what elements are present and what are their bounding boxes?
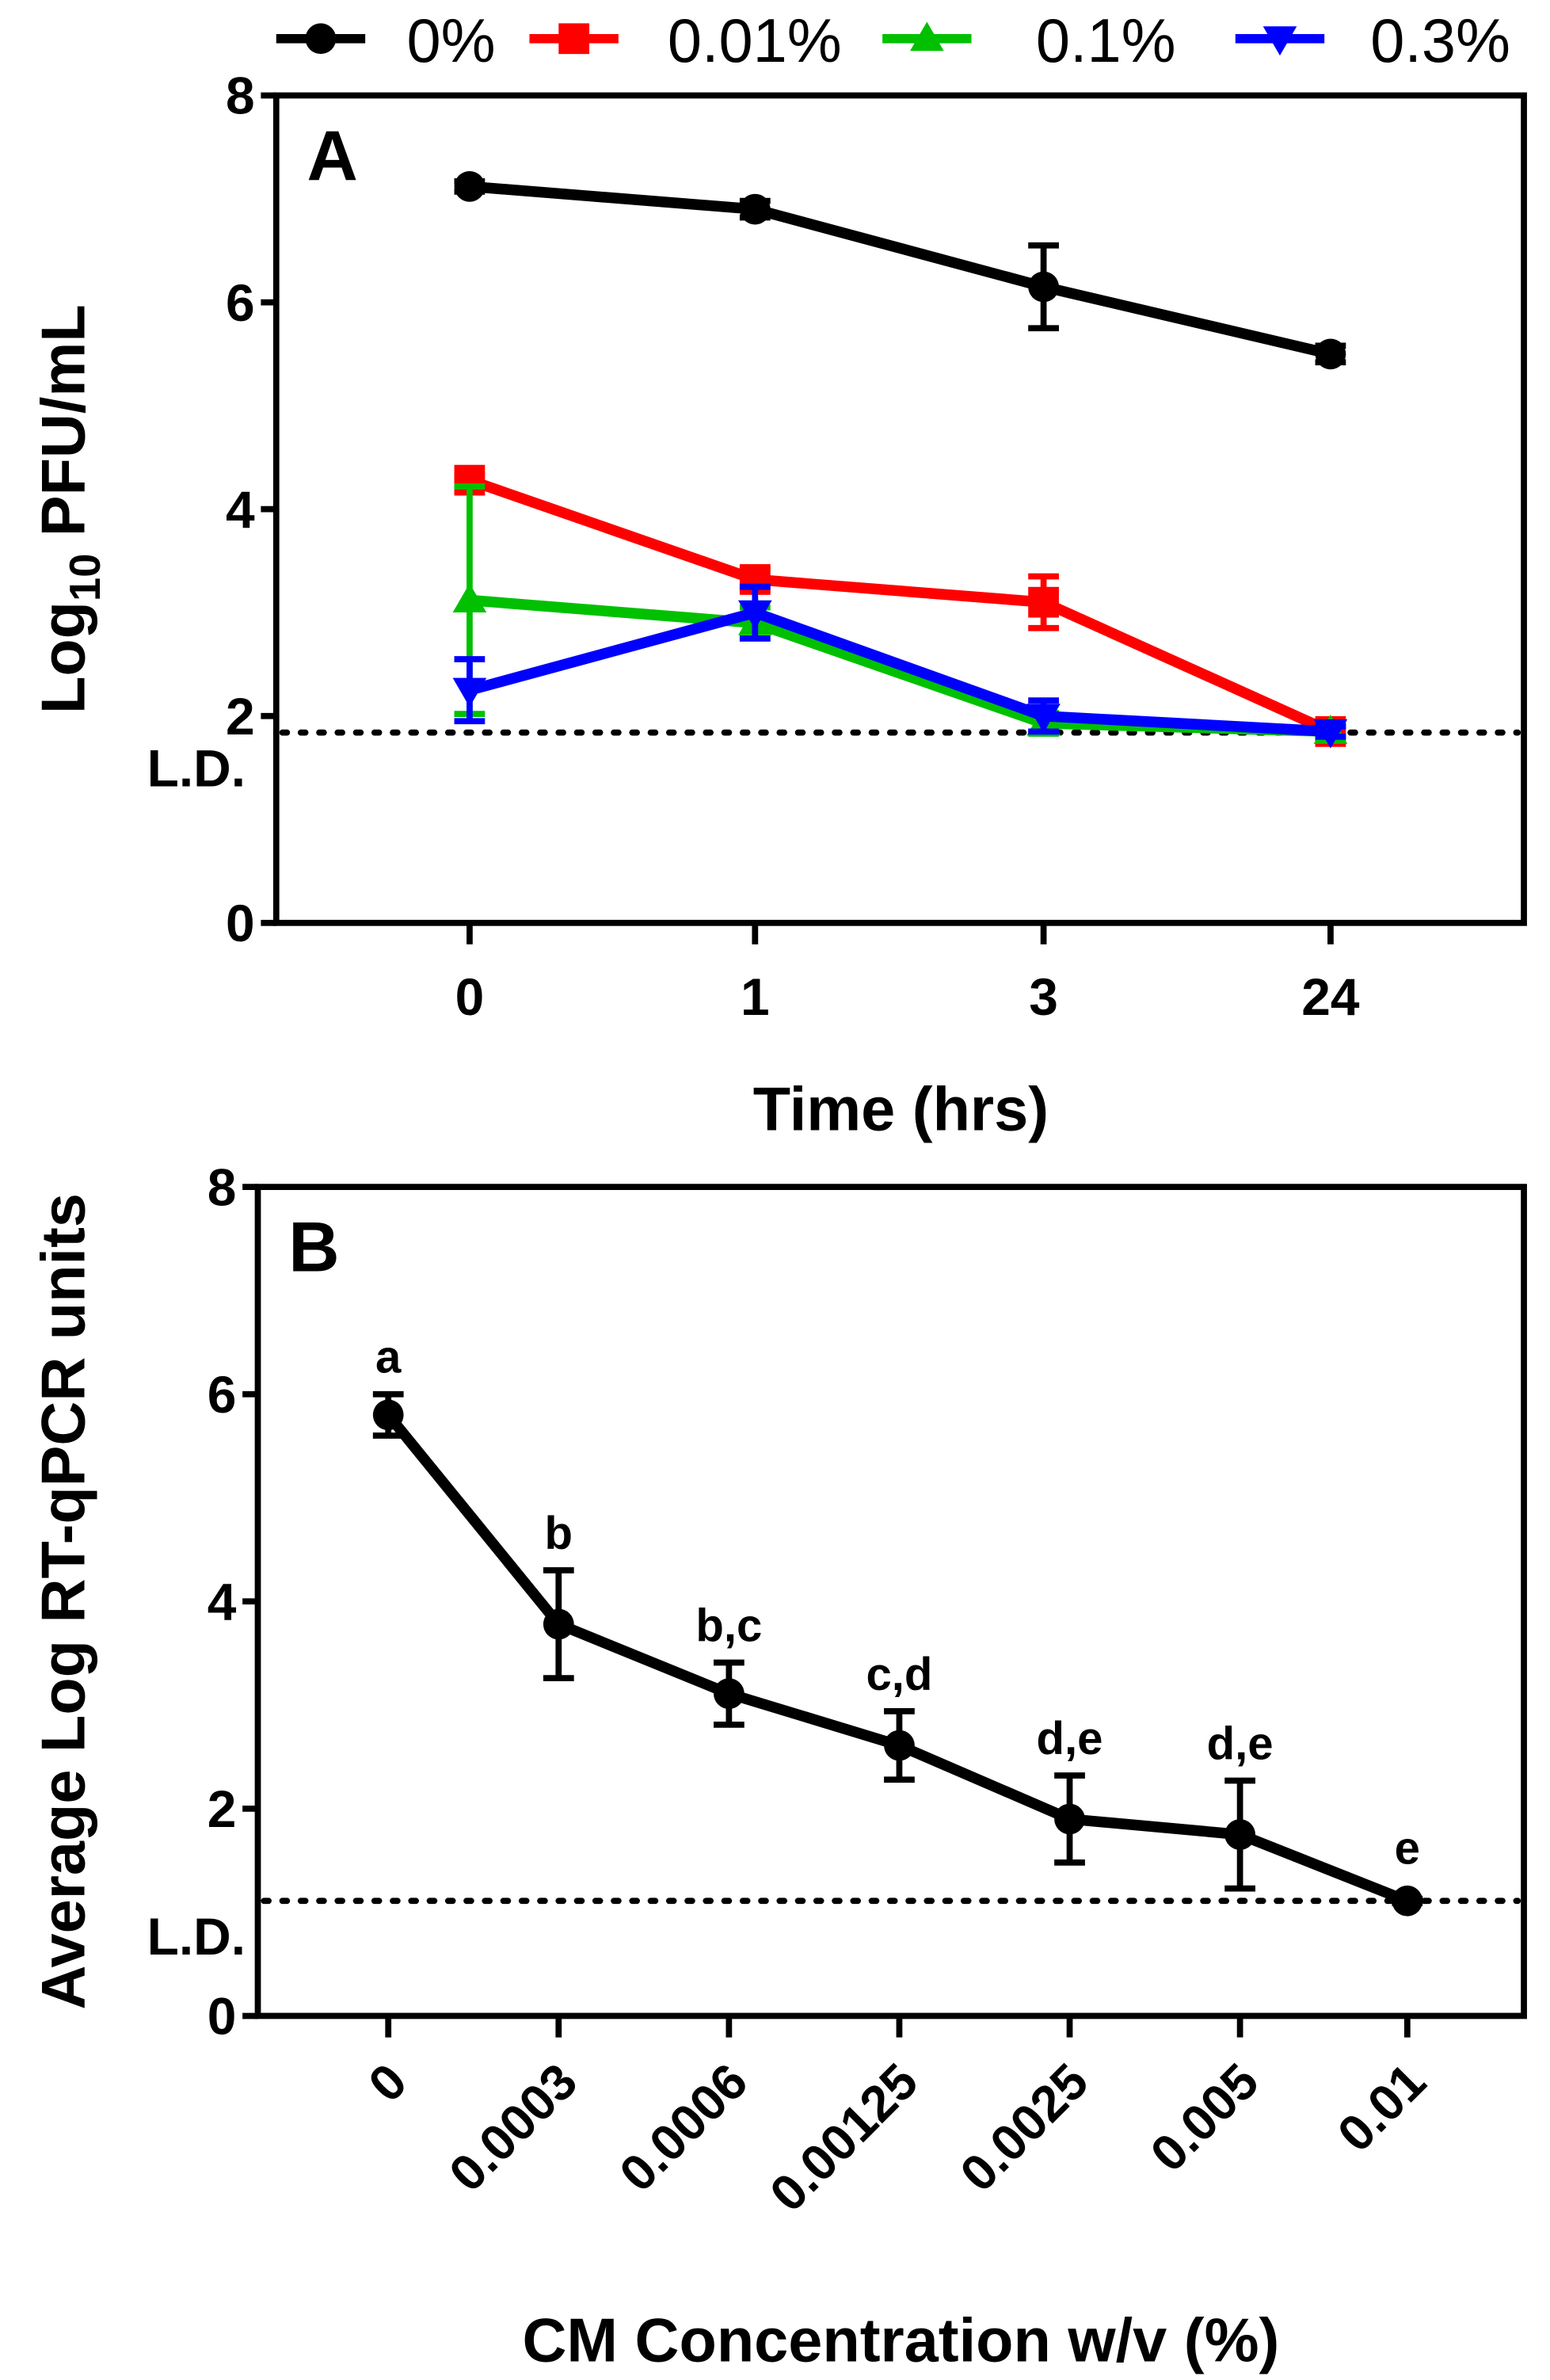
legend-label: 0.01% (668, 7, 842, 75)
legend-marker-triangle-down (1262, 26, 1297, 56)
panel-b: 0 2 4 6 8 0 0.0003 0.0006 0.00125 0.0025 0.005 0.01… (30, 1158, 1527, 2374)
data-point (1054, 1803, 1085, 1835)
x-tick-label: 24 (1301, 967, 1360, 1026)
legend-label: 0% (406, 7, 495, 75)
panel-label: B (288, 1207, 339, 1287)
panel-label: A (307, 116, 358, 195)
data-point (1026, 704, 1061, 734)
data-point (452, 583, 487, 613)
y-tick-label: 4 (226, 480, 255, 539)
y-tick-label: 0 (208, 1987, 237, 2046)
data-point (454, 170, 486, 202)
x-tick-label: 0.01 (1327, 2053, 1437, 2163)
y-axis-label: Log10 PFU/mL (30, 304, 109, 714)
legend-marker-circle (305, 23, 337, 55)
series-RT-qPCR: a b b,c c,d d,e d,e e (372, 1332, 1423, 1917)
x-tick-label: 3 (1029, 967, 1058, 1026)
data-point (452, 677, 487, 708)
data-point (1392, 1885, 1423, 1917)
significance-label: d,e (1037, 1713, 1103, 1764)
significance-label: a (375, 1332, 402, 1383)
data-point (543, 1608, 574, 1640)
significance-label: b,c (695, 1600, 762, 1651)
legend-label: 0.3% (1370, 7, 1510, 75)
detection-limit-label: L.D. (147, 738, 246, 797)
y-axis-label-rest: PFU/mL (30, 304, 98, 553)
data-point (713, 1678, 745, 1710)
data-point (1224, 1819, 1255, 1850)
x-tick-label: 1 (741, 967, 770, 1026)
significance-label: e (1395, 1823, 1420, 1875)
significance-label: b (545, 1508, 573, 1559)
series-0- (454, 170, 1346, 370)
y-tick-label: 2 (208, 1779, 237, 1838)
legend: 0% 0.01% 0.1% 0.3% (276, 7, 1510, 75)
y-tick-label: 6 (226, 273, 255, 332)
x-tick-label: 0.005 (1140, 2053, 1270, 2183)
data-point (739, 193, 771, 225)
x-tick-label: 0.0003 (438, 2053, 588, 2203)
y-tick-label: 0 (226, 894, 255, 952)
significance-label: c,d (866, 1649, 932, 1700)
series-line (468, 607, 1331, 738)
series-line (467, 475, 1333, 737)
legend-marker-triangle-up (910, 21, 944, 51)
y-axis-label: Average Log RT-qPCR units (30, 1193, 98, 2010)
legend-marker-square (558, 23, 590, 55)
plot-frame (272, 92, 1527, 926)
y-tick-label: 2 (226, 687, 255, 746)
x-axis-label: Time (hrs) (753, 1075, 1049, 1143)
data-point (737, 600, 772, 630)
x-tick-label: 0.00125 (759, 2053, 928, 2222)
y-tick-label: 8 (226, 67, 255, 125)
plot-frame (254, 1184, 1527, 2020)
detection-limit-label: L.D. (147, 1907, 246, 1966)
data-point (1028, 586, 1059, 618)
y-tick-label: 6 (208, 1365, 237, 1424)
x-tick-label: 0.0025 (949, 2053, 1099, 2203)
significance-label: d,e (1207, 1718, 1274, 1769)
data-point (1313, 719, 1348, 749)
data-point (372, 1399, 404, 1431)
x-tick-label: 0 (455, 967, 485, 1026)
data-point (1028, 271, 1059, 303)
series-0-3- (452, 583, 1348, 749)
series-line (469, 181, 1332, 360)
y-axis-label-subscript: 10 (62, 554, 109, 601)
legend-label: 0.1% (1036, 7, 1176, 75)
y-axis-label-main: Log (30, 601, 98, 714)
y-tick-label: 8 (208, 1158, 237, 1216)
data-point (1315, 338, 1346, 370)
x-axis-label: CM Concentration w/v (%) (522, 2306, 1279, 2374)
x-tick-label: 0.0006 (608, 2053, 758, 2203)
x-tick-label: 0 (357, 2053, 417, 2113)
data-point (884, 1730, 915, 1761)
y-tick-label: 4 (208, 1573, 237, 1631)
